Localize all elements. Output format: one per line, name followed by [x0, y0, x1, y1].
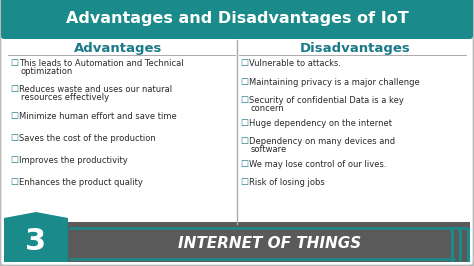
Text: Maintaining privacy is a major challenge: Maintaining privacy is a major challenge	[249, 78, 420, 86]
Text: software: software	[251, 145, 287, 154]
Text: ☐: ☐	[10, 111, 18, 120]
Polygon shape	[4, 212, 68, 262]
Text: Vulnerable to attacks.: Vulnerable to attacks.	[249, 59, 341, 68]
Text: ☐: ☐	[240, 96, 248, 105]
Text: ☐: ☐	[240, 160, 248, 169]
Text: ☐: ☐	[10, 156, 18, 165]
Text: Risk of losing jobs: Risk of losing jobs	[249, 178, 325, 187]
Text: Huge dependency on the internet: Huge dependency on the internet	[249, 119, 392, 128]
Text: ☐: ☐	[10, 59, 18, 68]
Text: Enhances the product quality: Enhances the product quality	[19, 178, 143, 187]
Text: Advantages and Disadvantages of IoT: Advantages and Disadvantages of IoT	[65, 10, 409, 26]
Text: resources effectively: resources effectively	[21, 93, 109, 102]
Text: ☐: ☐	[10, 178, 18, 187]
Text: ☐: ☐	[240, 119, 248, 128]
Text: 3: 3	[26, 227, 46, 256]
Text: ☐: ☐	[240, 78, 248, 86]
Text: Saves the cost of the production: Saves the cost of the production	[19, 134, 156, 143]
Text: Advantages: Advantages	[74, 42, 163, 55]
Text: Reduces waste and uses our natural: Reduces waste and uses our natural	[19, 85, 172, 94]
Text: ☐: ☐	[10, 134, 18, 143]
Text: Security of confidential Data is a key: Security of confidential Data is a key	[249, 96, 404, 105]
FancyBboxPatch shape	[1, 0, 473, 39]
Text: Minimize human effort and save time: Minimize human effort and save time	[19, 111, 177, 120]
Text: ☐: ☐	[240, 59, 248, 68]
Text: Disadvantages: Disadvantages	[300, 42, 411, 55]
Text: ☐: ☐	[240, 178, 248, 187]
Text: INTERNET OF THINGS: INTERNET OF THINGS	[178, 235, 362, 251]
Text: This leads to Automation and Technical: This leads to Automation and Technical	[19, 59, 183, 68]
Bar	[4, 222, 470, 262]
Text: Dependency on many devices and: Dependency on many devices and	[249, 137, 395, 146]
Text: ☐: ☐	[10, 85, 18, 94]
Text: concern: concern	[251, 104, 285, 113]
Text: We may lose control of our lives.: We may lose control of our lives.	[249, 160, 386, 169]
Text: ☐: ☐	[240, 137, 248, 146]
Text: optimization: optimization	[21, 67, 73, 76]
Text: Improves the productivity: Improves the productivity	[19, 156, 128, 165]
